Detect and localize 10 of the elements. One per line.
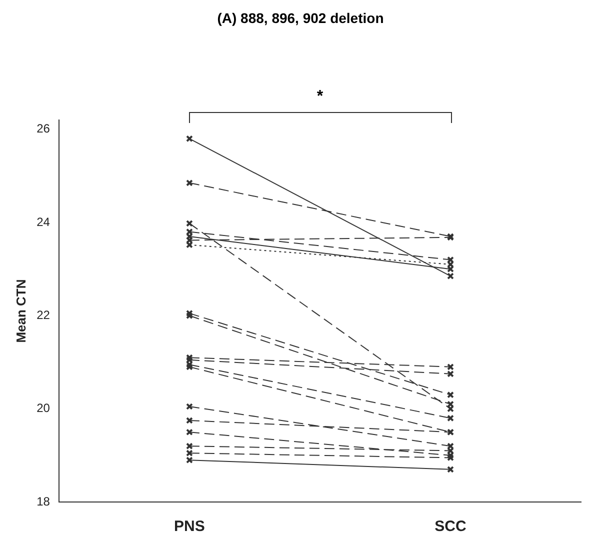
y-tick-label: 26 [36,122,50,136]
y-tick-label: 24 [36,214,50,229]
x-tick-label: SCC [434,518,466,536]
text: * [316,88,324,106]
chart-title: (A) 888, 896, 902 deletion [216,10,385,26]
x-tick-label: PNS [174,518,205,536]
y-axis-title: Mean CTN [13,279,28,343]
y-tick-label: 20 [36,401,50,416]
y-tick-label: 22 [36,308,50,322]
y-tick-label: 18 [36,494,50,508]
